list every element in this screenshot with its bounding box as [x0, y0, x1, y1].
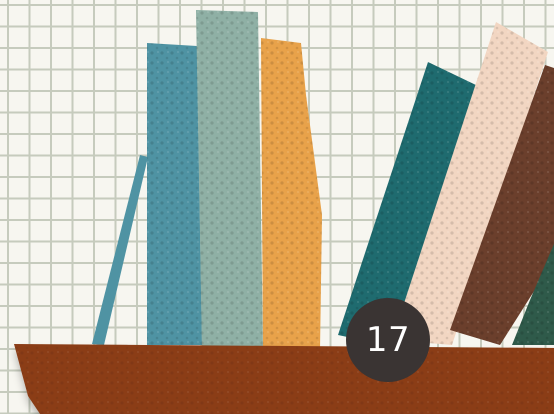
sage-book	[196, 10, 263, 350]
leaning-stick	[92, 155, 148, 345]
brown-book	[450, 65, 554, 345]
dark-teal-book	[338, 62, 478, 350]
page-number-badge: 17	[346, 298, 430, 382]
green-book	[512, 244, 554, 345]
orange-book	[261, 38, 322, 350]
teal-book	[147, 43, 202, 345]
cream-book	[392, 22, 548, 345]
wooden-shelf	[14, 344, 554, 414]
